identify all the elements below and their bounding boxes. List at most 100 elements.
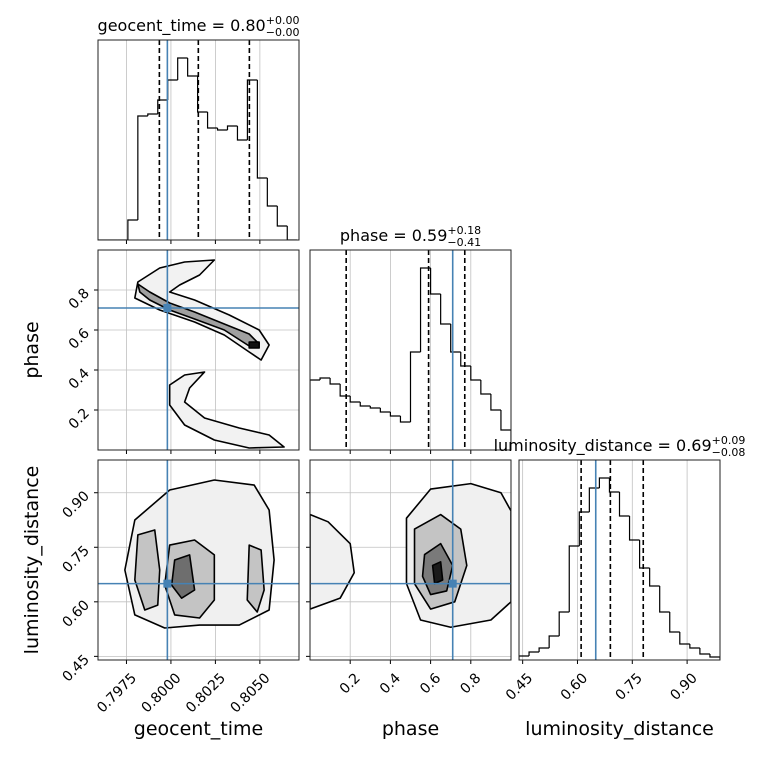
x-tick-label: 0.6: [417, 670, 444, 697]
x-tick-label: 0.60: [558, 670, 591, 703]
histogram-step: [470, 366, 481, 381]
histogram-step: [389, 412, 401, 417]
y-tick-label: 0.6: [66, 325, 93, 352]
histogram-step: [500, 410, 511, 431]
x-axis-label: geocent_time: [134, 718, 263, 740]
x-axis-label: luminosity_distance: [525, 718, 714, 740]
histogram-step: [608, 478, 620, 493]
plot-area: [98, 250, 299, 450]
histogram-step: [430, 268, 441, 295]
title-main: phase = 0.59: [340, 226, 447, 245]
histogram-step: [379, 408, 391, 413]
histogram-step: [137, 115, 148, 220]
panel-frame: [97, 459, 300, 661]
histogram-step: [409, 351, 421, 422]
histogram-step: [450, 324, 461, 353]
histogram-step: [480, 380, 491, 395]
histogram-step: [649, 568, 660, 587]
panel: 0.2 0.4 0.6 0.8 phase: [306, 459, 512, 740]
histogram-step: [310, 379, 321, 450]
contour: [248, 341, 260, 349]
panel-frame: [97, 39, 300, 241]
panel: 0.45 0.60 0.75 0.90 luminosity_distance = 0.…: [494, 434, 746, 740]
plot-area: [310, 460, 511, 660]
contour: [310, 513, 356, 610]
contour: [246, 544, 265, 613]
histogram-step: [276, 206, 288, 227]
truth-marker: [163, 304, 172, 312]
histogram-step: [187, 58, 198, 77]
histogram-step: [558, 611, 570, 636]
histogram-step: [659, 586, 670, 613]
title-sub: −0.08: [712, 446, 746, 459]
histogram-step: [628, 516, 640, 541]
y-axis-label: phase: [21, 321, 43, 378]
histogram-step: [618, 492, 630, 517]
histogram-step: [349, 396, 361, 403]
histogram-step: [216, 128, 228, 131]
histogram-step: [266, 178, 278, 207]
histogram-step: [246, 79, 258, 140]
x-tick-label: 0.8: [457, 670, 484, 697]
x-axis-label: phase: [382, 718, 439, 740]
title-sup: +0.09: [712, 434, 746, 447]
histogram-step: [669, 612, 680, 633]
y-tick-label: 0.60: [59, 597, 92, 630]
title-main: geocent_time = 0.80: [98, 16, 266, 36]
plot-area: [98, 460, 299, 660]
histogram-step: [679, 632, 690, 645]
panel-frame: [309, 249, 512, 451]
histogram-step: [568, 545, 580, 612]
histogram-step: [369, 406, 381, 409]
histogram-step: [519, 655, 530, 660]
contour: [168, 371, 285, 449]
x-tick-label: 0.4: [377, 670, 404, 697]
panel-title: geocent_time = 0.80+0.00 −0.00: [98, 14, 300, 39]
x-tick-label: 0.45: [503, 670, 536, 703]
panel-title: luminosity_distance = 0.69+0.09 −0.08: [494, 434, 746, 459]
title-sub: −0.00: [266, 26, 300, 39]
histogram-step: [548, 635, 560, 648]
y-axis-label: luminosity_distance: [21, 466, 43, 655]
title-sub: −0.41: [447, 236, 481, 249]
histogram-step: [490, 394, 501, 411]
histogram-step: [689, 644, 700, 649]
x-tick-label: 0.75: [613, 670, 646, 703]
histogram-step: [598, 477, 610, 488]
histogram-step: [256, 80, 268, 179]
y-tick-label: 0.45: [59, 652, 92, 685]
y-tick-label: 0.90: [59, 488, 92, 521]
histogram-step: [699, 648, 710, 655]
panel: phase = 0.59+0.18 −0.41: [309, 224, 512, 454]
plot-area: [519, 460, 720, 660]
histogram-step: [319, 377, 331, 380]
panel-frame: [309, 459, 512, 661]
panel-title: phase = 0.59+0.18 −0.41: [340, 224, 481, 249]
x-tick-label: 0.90: [667, 670, 700, 703]
y-tick-label: 0.75: [59, 543, 92, 576]
panel-frame: [518, 459, 721, 661]
histogram-step: [177, 57, 188, 80]
histogram-step: [226, 125, 238, 130]
title-main: luminosity_distance = 0.69: [494, 436, 712, 456]
truth-marker: [448, 579, 457, 588]
panel: 0.2 0.4 0.6 0.8 phase: [21, 249, 300, 454]
histogram-step: [359, 402, 371, 407]
histogram-step: [329, 378, 341, 385]
y-tick-label: 0.8: [66, 286, 93, 313]
title-sup: +0.00: [266, 14, 300, 27]
truth-marker: [163, 579, 172, 588]
histogram-step: [528, 651, 540, 656]
x-tick-label: 0.8050: [228, 670, 274, 716]
histogram-step: [157, 99, 168, 114]
title-sup: +0.18: [447, 224, 481, 237]
histogram-step: [127, 219, 138, 240]
y-tick-label: 0.2: [66, 406, 93, 433]
x-tick-label: 0.2: [337, 670, 364, 697]
histogram-step: [236, 126, 248, 141]
histogram-step: [286, 226, 298, 240]
contour: [170, 554, 196, 599]
x-tick-label: 0.8025: [183, 670, 229, 716]
